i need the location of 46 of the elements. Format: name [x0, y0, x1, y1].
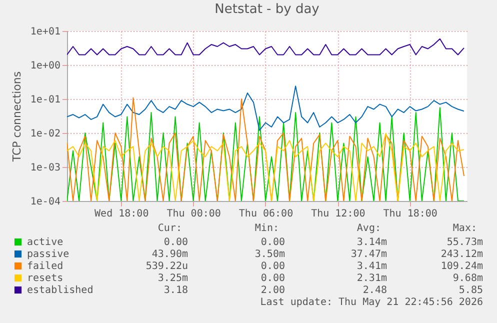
- y-tick-label: 1e-02: [30, 128, 60, 140]
- x-tick-label: Thu 12:00: [311, 208, 366, 220]
- text: 5.85: [458, 285, 483, 296]
- text: 55.73m: [446, 237, 483, 248]
- text: Max:: [452, 223, 477, 234]
- line-series: [67, 86, 464, 131]
- y-tick-label: 1e+00: [30, 60, 60, 72]
- text: 43.90m: [152, 249, 188, 260]
- text: 3.50m: [254, 249, 285, 260]
- text: 0.00: [260, 261, 285, 272]
- y-tick-label: 1e+01: [30, 26, 60, 38]
- text: Last update: Thu May 21 22:45:56 2026: [260, 297, 483, 308]
- text: Min:: [254, 223, 279, 234]
- y-tick-label: 1e-04: [30, 196, 60, 208]
- text: 243.12m: [440, 249, 483, 260]
- text: 9.68m: [452, 273, 483, 284]
- text: 109.24m: [440, 261, 483, 272]
- legend-label: failed: [27, 261, 64, 272]
- text: 2.48: [362, 285, 387, 296]
- legend-label: resets: [27, 273, 64, 284]
- legend-label: active: [27, 237, 64, 248]
- x-tick-label: Thu 06:00: [238, 208, 294, 220]
- text: 0.00: [260, 237, 285, 248]
- text: Avg:: [356, 223, 381, 234]
- text: 3.14m: [356, 237, 387, 248]
- y-tick-label: 1e-03: [30, 162, 60, 174]
- text: 3.18: [164, 285, 188, 296]
- x-tick-label: Thu 00:00: [166, 208, 221, 220]
- x-tick-label: Wed 18:00: [94, 208, 149, 220]
- line-series: [67, 38, 464, 56]
- legend-label: established: [27, 285, 94, 296]
- text: 539.22u: [146, 261, 188, 272]
- text: 2.31m: [356, 273, 387, 284]
- x-tick-label: Thu 18:00: [383, 208, 438, 220]
- line-series: [67, 132, 464, 201]
- y-tick-label: 1e-01: [30, 94, 60, 106]
- chart-title: Netstat - by day: [214, 2, 320, 17]
- text: 0.00: [260, 273, 285, 284]
- text: 37.47m: [350, 249, 387, 260]
- text: 2.00: [260, 285, 285, 296]
- y-axis-title: TCP connections: [10, 71, 24, 163]
- text: 3.41m: [356, 261, 387, 272]
- legend-label: passive: [27, 249, 70, 260]
- text: 0.00: [164, 237, 188, 248]
- text: Cur:: [158, 223, 182, 234]
- text: 3.25m: [158, 273, 188, 284]
